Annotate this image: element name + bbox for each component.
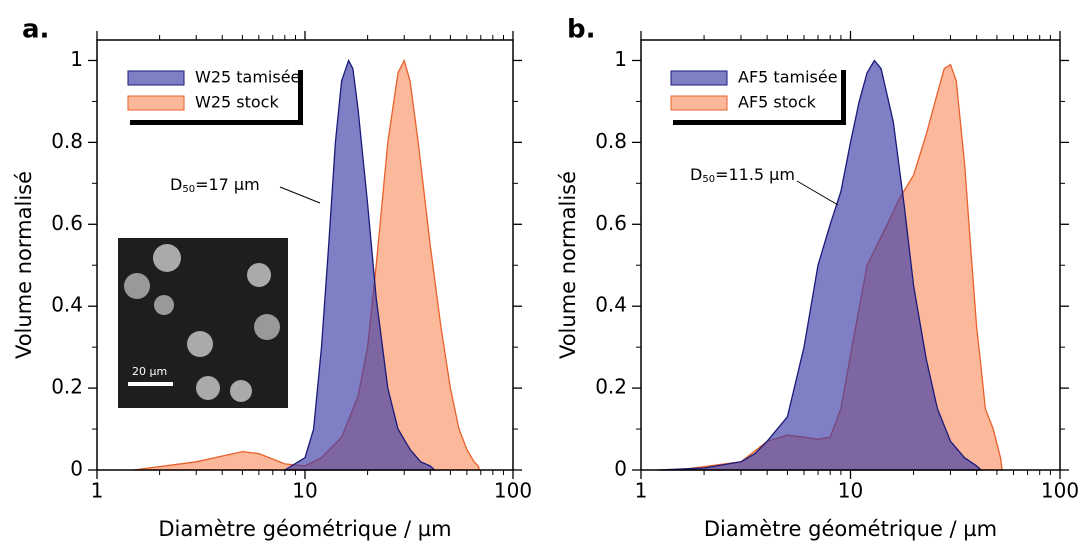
particle: [187, 331, 213, 357]
annotation-text: =17 µm: [195, 175, 260, 194]
annotation-leader: [279, 186, 321, 204]
y-tick-label: 0.8: [595, 129, 627, 153]
particle: [153, 244, 181, 272]
x-tick-label: 1: [635, 479, 648, 503]
x-tick-label: 10: [838, 479, 863, 503]
particle: [154, 295, 174, 315]
y-tick-label: 0.4: [51, 293, 83, 317]
x-tick-label: 10: [292, 479, 317, 503]
area: [282, 58, 437, 471]
panel-label: b.: [567, 15, 596, 45]
y-tick-label: 0.2: [51, 375, 83, 399]
legend-label: W25 stock: [195, 93, 279, 112]
y-tick-label: 0: [70, 457, 83, 481]
particle: [124, 273, 150, 299]
y-axis-label: Volume normalisé: [12, 171, 36, 359]
x-tick-label: 100: [1041, 479, 1079, 503]
particle: [247, 263, 271, 287]
x-tick-label: 100: [494, 479, 532, 503]
annotation-main: D: [690, 165, 702, 184]
x-tick-label: 1: [91, 479, 104, 503]
particle: [196, 376, 220, 400]
area: [133, 58, 481, 471]
annotation-main: D: [170, 175, 182, 194]
legend-swatch: [127, 95, 185, 111]
annotation-text: =11.5 µm: [715, 165, 795, 184]
annotation: D50=17 µm: [170, 175, 260, 196]
x-axis-label: Diamètre géométrique / µm: [158, 517, 451, 541]
sem-inset: 20 µm: [118, 238, 288, 408]
particle: [254, 314, 280, 340]
annotation-subscript: 50: [182, 184, 195, 195]
legend-swatch: [127, 70, 185, 86]
x-axis-label: Diamètre géométrique / µm: [704, 517, 997, 541]
y-tick-label: 0.6: [595, 211, 627, 235]
annotation-leader: [796, 180, 839, 206]
y-axis-label: Volume normalisé: [556, 171, 580, 359]
legend-swatch: [670, 70, 728, 86]
legend-label: AF5 stock: [738, 93, 817, 112]
y-tick-label: 0: [614, 457, 627, 481]
scale-label: 20 µm: [132, 365, 167, 378]
area: [657, 59, 983, 471]
y-tick-label: 1: [614, 47, 627, 71]
legend-label: AF5 tamisée: [738, 68, 838, 87]
annotation: D50=11.5 µm: [690, 165, 795, 186]
y-tick-label: 0.2: [595, 375, 627, 399]
particle: [230, 380, 252, 402]
legend-swatch: [670, 95, 728, 111]
annotation-subscript: 50: [702, 174, 715, 185]
y-tick-label: 0.8: [51, 129, 83, 153]
panel-label: a.: [22, 15, 49, 45]
y-tick-label: 0.4: [595, 293, 627, 317]
y-tick-label: 0.6: [51, 211, 83, 235]
y-tick-label: 1: [70, 47, 83, 71]
legend-label: W25 tamisée: [195, 68, 300, 87]
